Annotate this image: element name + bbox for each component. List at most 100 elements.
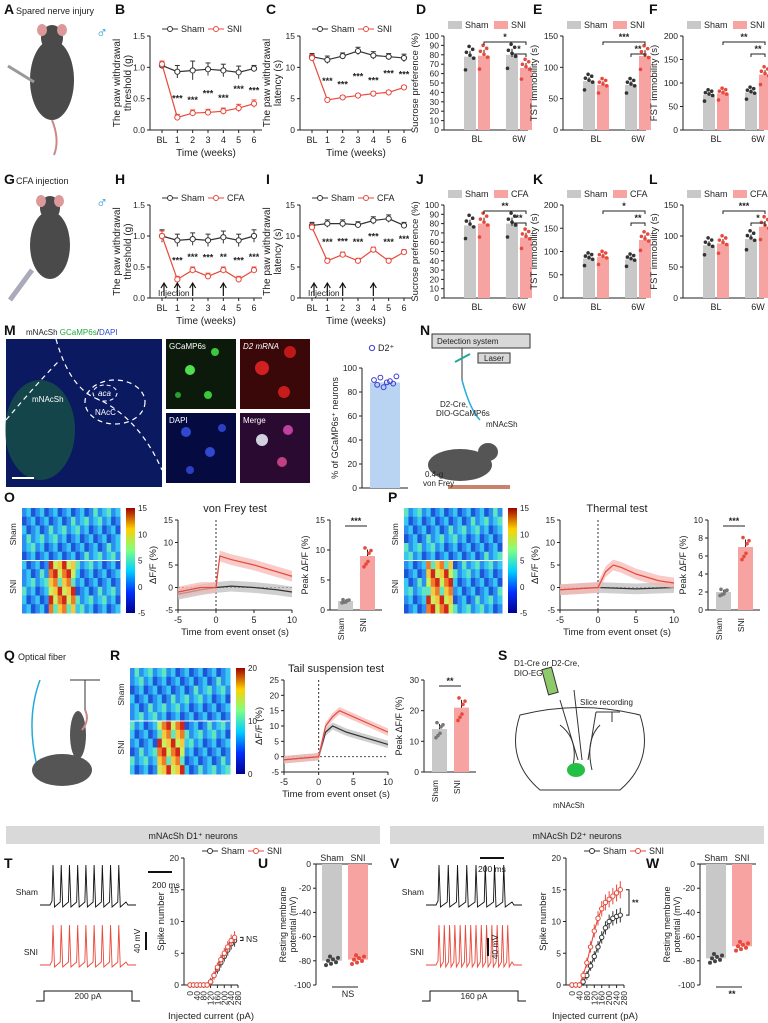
chart-v_fi-point [606,896,612,902]
chart-p-heat-cell [435,595,441,605]
chart-r-heat-cell [193,694,199,704]
chart-r-heat-cell [198,756,204,766]
chart-p_peak-bar-sni [738,547,753,610]
chart-o_trace-y-tick-label: 0 [168,583,173,593]
chart-r-heat-cell [157,668,163,678]
chart-o-heat-cell [111,534,117,544]
chart-k-data-point [603,251,608,255]
chart-r-colorbar-tick: 10 [248,717,257,726]
chart-r-heat-cell [143,721,149,731]
panel-q-title: Optical fiber [18,652,66,662]
chart-o-heat-cell [22,543,27,553]
chart-r-heat-cell [225,756,231,766]
chart-i-injection-arrow [323,281,331,296]
chart-o-heat-cell [102,543,108,553]
chart-f-data-point [706,88,710,92]
chart-p-heat-cell [461,551,467,561]
chart-u_rmp-sig: NS [342,989,355,999]
chart-r_trace-x-label: Time from event onset (s) [282,789,390,800]
chart-k-data-point [631,253,636,258]
chart-j-y-tick-label: 70 [430,228,440,238]
chart-u_rmp-data-point [360,959,364,964]
chart-v-trace-sni [426,924,522,969]
chart-p-heat-cell [408,569,414,579]
chart-r-heat-cell [139,721,145,731]
chart-p-heat-cell [475,534,481,544]
chart-o-heat-cell [66,525,72,535]
chart-v_fi-point [587,944,594,950]
chart-b-x-tick-label: BL [156,135,167,145]
chart-p-heat-cell [479,586,485,596]
chart-u_rmp-data-point [326,958,330,963]
chart-p-heat-cell [426,534,432,544]
chart-p-heat-cell [475,604,481,614]
chart-m-data-point [383,379,390,386]
chart-w_rmp-y-tick-label: -60 [683,932,696,942]
chart-f-data-point [745,88,750,92]
chart-p-heat-cell [448,595,454,605]
chart-r-heat-cell [130,765,136,775]
chart-t_fi-sig-bracket [240,936,244,942]
chart-d-x-tick-label: 6W [512,134,526,144]
chart-o-heat-cell [26,560,32,570]
chart-f-y-label: FST immobility (s) [649,45,660,121]
chart-r-heat-cell [170,729,176,740]
chart-r-heat-cell [175,668,181,678]
chart-o-heat-cell [39,560,45,570]
chart-o-heat-cell [75,534,81,544]
chart-r_trace-y-tick-label: 5 [274,736,279,746]
chart-v-trace-sni-label: SNI [410,947,424,957]
chart-r-heat-cell [207,685,213,695]
chart-d-y-tick-label: 20 [430,106,440,116]
chart-r-heat-cell [193,703,199,713]
chart-o-heat-cell [111,551,117,561]
chart-f-x-tick-label: 6W [751,134,765,144]
chart-o-heat-cell [53,508,59,518]
chart-p-heat-cell [444,508,450,518]
chart-d-legend-label: Sham [465,20,489,30]
chart-h-x-label: Time (weeks) [176,316,236,327]
chart-o-heat-cell [106,516,112,526]
chart-h-y-tick-label: 1.5 [133,200,145,210]
chart-d-data-point [477,67,482,71]
chart-p_trace-x-label: Time from event onset (s) [563,627,671,638]
stimulus-line-2: von Frey [423,479,454,488]
chart-r-heat-cell [157,703,163,713]
chart-o-heat-cell [57,569,63,579]
chart-r-heat-cell [134,738,140,748]
chart-o-heat-cell [75,508,81,518]
chart-v_fi-point [580,972,586,979]
chart-h-point [250,267,258,274]
chart-o-heat-cell [35,604,41,614]
chart-b-point [204,66,212,73]
chart-d-sig: * [503,32,507,42]
chart-r-heat-cell [175,676,181,687]
chart-p-heat-cell [439,525,445,535]
panel-label-s: S [498,647,507,663]
chart-l-legend-label: CFA [750,189,768,199]
chart-d-sig-bracket [483,41,527,45]
chart-o-heat-cell [35,595,41,605]
chart-r-heat-cell [184,721,190,731]
chart-i-x-tick-label: 6 [401,303,406,313]
chart-r-heat-cell [189,756,195,766]
chart-p-heat-cell [457,604,463,614]
chart-k-sig: * [622,201,626,211]
chart-o-heat-cell [115,508,121,518]
chart-v_fi-y-tick-label: 0 [556,980,561,990]
chart-p-heat-cell [404,516,409,526]
chart-o-heat-cell [62,508,68,518]
chart-p-heat-cell [479,595,485,605]
chart-r-heat-cell [170,712,176,722]
chart-r-heat-cell [170,756,176,766]
chart-p-heat-cell [435,508,441,518]
chart-o-heat-cell [35,569,41,579]
chart-k-y-tick-label: 50 [549,270,559,280]
chart-p-heat-cell [421,516,427,526]
chart-o-heat-cell [102,534,108,544]
chart-r-heat-cell [225,721,231,731]
chart-p-heat-cell [412,578,418,588]
chart-v-volt-scale-label: 40 mV [490,934,500,959]
chart-o_peak-data-point [367,551,371,556]
chart-o_peak-x-tick-label: Sham [336,618,346,640]
